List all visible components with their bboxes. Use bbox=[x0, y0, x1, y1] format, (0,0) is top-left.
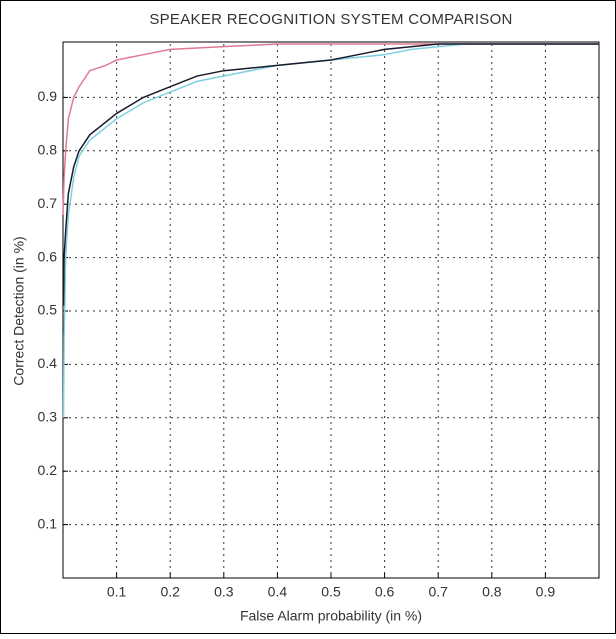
x-tick-label: 0.9 bbox=[536, 584, 556, 600]
y-tick-label: 0.9 bbox=[38, 88, 58, 104]
y-tick-label: 0.4 bbox=[38, 355, 58, 371]
x-tick-label: 0.8 bbox=[482, 584, 502, 600]
x-tick-label: 0.6 bbox=[375, 584, 395, 600]
y-tick-label: 0.5 bbox=[38, 302, 58, 318]
y-tick-label: 0.3 bbox=[38, 409, 58, 425]
x-tick-label: 0.3 bbox=[214, 584, 234, 600]
roc-line bbox=[62, 43, 599, 418]
x-tick-label: 0.7 bbox=[428, 584, 448, 600]
plot-frame bbox=[62, 41, 600, 579]
y-tick-label: 0.1 bbox=[38, 515, 58, 531]
y-tick-label: 0.6 bbox=[38, 248, 58, 264]
y-axis-label: Correct Detection (in %) bbox=[11, 236, 27, 385]
y-tick-label: 0.8 bbox=[38, 142, 58, 158]
chart-title: SPEAKER RECOGNITION SYSTEM COMPARISON bbox=[149, 11, 512, 28]
roc-line bbox=[62, 43, 599, 306]
x-tick-label: 0.4 bbox=[268, 584, 288, 600]
roc-line bbox=[62, 43, 599, 215]
y-tick-label: 0.2 bbox=[38, 462, 58, 478]
x-tick-label: 0.5 bbox=[321, 584, 341, 600]
x-axis-label: False Alarm probability (in %) bbox=[240, 608, 422, 624]
x-tick-label: 0.2 bbox=[160, 584, 180, 600]
y-tick-label: 0.7 bbox=[38, 195, 58, 211]
x-tick-label: 0.1 bbox=[107, 584, 127, 600]
